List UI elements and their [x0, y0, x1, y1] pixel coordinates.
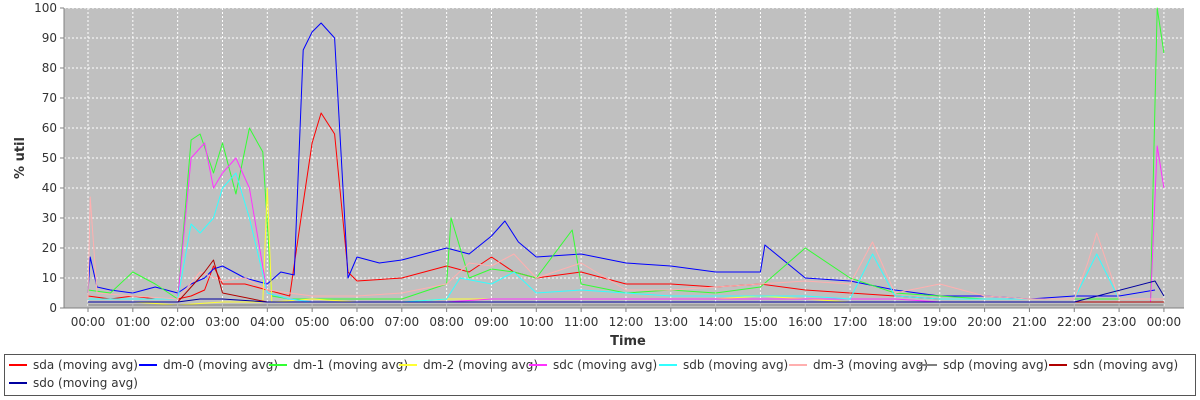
x-tick-label: 00:00	[1147, 315, 1182, 329]
legend-label: sda (moving avg)	[33, 358, 138, 372]
legend-label: dm-2 (moving avg)	[423, 358, 539, 372]
legend-item: dm-1 (moving avg)	[269, 358, 408, 372]
x-tick-label: 17:00	[833, 315, 868, 329]
y-axis-title: % util	[13, 137, 28, 179]
x-tick-label: 01:00	[116, 315, 151, 329]
x-tick-label: 07:00	[385, 315, 420, 329]
x-tick-label: 20:00	[967, 315, 1002, 329]
x-tick-label: 22:00	[1057, 315, 1092, 329]
y-tick-label: 80	[42, 61, 57, 75]
legend-item: sdo (moving avg)	[9, 376, 138, 390]
y-tick-label: 100	[34, 1, 57, 15]
legend-label: dm-0 (moving avg)	[163, 358, 279, 372]
x-tick-label: 13:00	[653, 315, 688, 329]
legend-swatch	[269, 364, 287, 366]
legend-item: dm-2 (moving avg)	[399, 358, 538, 372]
y-tick-label: 60	[42, 121, 57, 135]
legend-label: sdn (moving avg)	[1073, 358, 1179, 372]
x-tick-label: 16:00	[788, 315, 823, 329]
x-tick-label: 09:00	[474, 315, 509, 329]
legend-label: sdc (moving avg)	[553, 358, 658, 372]
legend-swatch	[139, 364, 157, 366]
x-tick-label: 15:00	[743, 315, 778, 329]
legend-item: dm-3 (moving avg)	[789, 358, 928, 372]
legend-label: sdp (moving avg)	[943, 358, 1049, 372]
x-tick-label: 04:00	[250, 315, 285, 329]
y-tick-label: 70	[42, 91, 57, 105]
series-line-0	[87, 112, 1155, 300]
legend-swatch	[529, 364, 547, 366]
y-tick-labels: 0 10 20 30 40 50 60 70 80 90 100	[34, 1, 64, 315]
legend-item: sdn (moving avg)	[1049, 358, 1178, 372]
legend-label: dm-3 (moving avg)	[813, 358, 929, 372]
legend-swatch	[1049, 364, 1067, 366]
series-line-5	[88, 172, 1164, 303]
y-tick-label: 20	[42, 241, 57, 255]
y-tick-label: 40	[42, 181, 57, 195]
series-line-1	[87, 22, 1156, 300]
x-tick-label: 02:00	[160, 315, 195, 329]
legend-item: sda (moving avg)	[9, 358, 138, 372]
legend-item: dm-0 (moving avg)	[139, 358, 278, 372]
series-line-9	[88, 280, 1165, 303]
chart: 0 10 20 30 40 50 60 70 80 90 100 00:00 01:00 02:00 03…	[13, 1, 1184, 349]
x-tick-label: 12:00	[609, 315, 644, 329]
x-tick-label: 05:00	[295, 315, 330, 329]
x-tick-labels: 00:00 01:00 02:00 03:00 04:00 05:00 06:00 07:00…	[71, 308, 1182, 329]
y-tick-label: 50	[42, 151, 57, 165]
legend-item: sdp (moving avg)	[919, 358, 1048, 372]
grid	[64, 7, 1184, 309]
series-lines	[87, 7, 1165, 306]
series-line-6	[87, 196, 1164, 300]
legend-item: sdb (moving avg)	[659, 358, 788, 372]
x-tick-label: 18:00	[878, 315, 913, 329]
y-tick-label: 90	[42, 31, 57, 45]
x-tick-label: 08:00	[429, 315, 464, 329]
legend-swatch	[399, 364, 417, 366]
x-tick-label: 14:00	[698, 315, 733, 329]
legend-label: sdo (moving avg)	[33, 376, 138, 390]
x-tick-label: 11:00	[564, 315, 599, 329]
legend-swatch	[9, 382, 27, 384]
x-axis-title: Time	[610, 334, 646, 349]
x-tick-label: 23:00	[1102, 315, 1137, 329]
x-tick-label: 21:00	[1012, 315, 1047, 329]
legend-swatch	[789, 364, 807, 366]
legend-label: sdb (moving avg)	[683, 358, 789, 372]
x-tick-label: 10:00	[519, 315, 554, 329]
legend-swatch	[919, 364, 937, 366]
y-tick-label: 10	[42, 271, 57, 285]
x-tick-label: 06:00	[340, 315, 375, 329]
legend-label: dm-1 (moving avg)	[293, 358, 409, 372]
legend-item: sdc (moving avg)	[529, 358, 657, 372]
x-tick-label: 00:00	[71, 315, 106, 329]
y-tick-label: 30	[42, 211, 57, 225]
y-tick-label: 0	[49, 301, 57, 315]
legend-swatch	[659, 364, 677, 366]
legend-swatch	[9, 364, 27, 366]
x-tick-label: 03:00	[205, 315, 240, 329]
x-tick-label: 19:00	[922, 315, 957, 329]
legend: sda (moving avg) dm-0 (moving avg) dm-1 (m…	[4, 354, 1196, 396]
